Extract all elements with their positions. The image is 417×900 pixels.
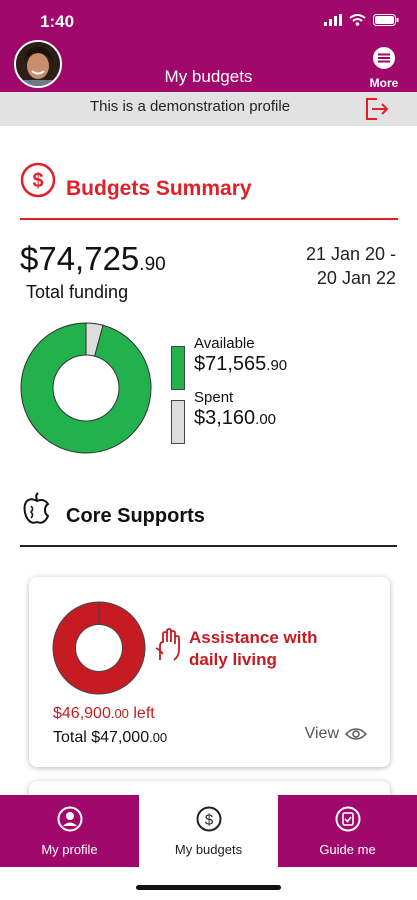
home-indicator-area	[0, 867, 417, 900]
more-label: More	[369, 76, 399, 90]
svg-text:$: $	[204, 812, 213, 829]
apple-icon	[23, 492, 50, 524]
bottom-nav: My profile $ My budgets Guide me	[0, 795, 417, 900]
date-range-end: 20 Jan 22	[316, 268, 396, 288]
dollar-circle-icon: $	[20, 162, 56, 198]
page-title: My budgets	[164, 67, 253, 86]
remaining-amount: $46,900.00 left	[53, 705, 155, 723]
nav-my-budgets-label: My budgets	[174, 842, 243, 857]
demo-banner-text: This is a demonstration profile	[89, 98, 291, 115]
card-total-amount: Total $47,000.00	[53, 729, 167, 747]
battery-icon	[373, 14, 399, 26]
nav-guide-me[interactable]: Guide me	[278, 795, 417, 867]
spent-label: Spent	[194, 389, 234, 406]
card-title-line1: Assistance with	[189, 628, 318, 647]
donut-slice-available	[20, 322, 152, 454]
profile-icon	[57, 806, 82, 832]
exit-icon[interactable]	[363, 96, 389, 122]
nav-guide-me-label: Guide me	[319, 842, 376, 857]
demo-banner: This is a demonstration profile	[0, 92, 417, 126]
card-total-cents: .00	[149, 730, 168, 745]
daily-living-donut-chart	[52, 601, 146, 695]
total-funding-amount: $74,725.90	[20, 240, 166, 278]
available-label: Available	[194, 335, 255, 352]
remaining-suffix: left	[128, 705, 155, 722]
spent-swatch	[171, 400, 185, 444]
available-dollars: $71,565	[194, 353, 267, 375]
view-label: View	[304, 725, 339, 742]
avatar-image	[16, 42, 60, 86]
view-button[interactable]: View	[305, 725, 367, 743]
card-title-line2: daily living	[189, 650, 277, 669]
checklist-icon	[335, 806, 360, 832]
core-supports-header: Core Supports	[20, 492, 397, 547]
eye-icon	[345, 728, 367, 740]
spent-cents: .00	[255, 411, 277, 428]
nav-my-profile[interactable]: My profile	[0, 795, 139, 867]
svg-text:$: $	[32, 170, 43, 192]
available-swatch	[171, 346, 185, 390]
donut-slice-card-left	[52, 601, 146, 695]
card-total-prefix: Total	[53, 729, 92, 746]
available-value: $71,565.90	[194, 353, 287, 376]
menu-icon	[373, 47, 395, 69]
avatar[interactable]	[14, 40, 62, 88]
more-button[interactable]: More	[361, 46, 407, 90]
card-title: Assistance with daily living	[189, 627, 379, 671]
hands-icon	[155, 628, 180, 661]
total-funding-label: Total funding	[26, 282, 129, 302]
app-header: 1:40 My budgets	[0, 0, 417, 92]
wifi-icon	[349, 14, 366, 26]
budget-card-daily-living[interactable]: Assistance with daily living $46,900.00 …	[29, 577, 390, 767]
remaining-dollars: $46,900	[53, 705, 111, 722]
signal-icon	[324, 14, 342, 26]
summary-header: $ Budgets Summary	[20, 162, 398, 220]
date-range-start: 21 Jan 20 -	[305, 244, 396, 264]
spent-dollars: $3,160	[194, 407, 256, 429]
nav-my-budgets[interactable]: $ My budgets	[139, 795, 278, 867]
date-range: 21 Jan 20 - 20 Jan 22	[306, 242, 396, 290]
home-indicator[interactable]	[136, 885, 281, 890]
card-total-dollars: $47,000	[91, 729, 150, 746]
nav-my-profile-label: My profile	[41, 842, 98, 857]
status-icons	[324, 14, 399, 26]
available-cents: .90	[266, 357, 288, 374]
status-time: 1:40	[40, 12, 75, 31]
dollar-icon: $	[196, 806, 221, 832]
core-supports-title: Core Supports	[66, 505, 205, 527]
funding-donut-chart	[20, 322, 152, 454]
spent-value: $3,160.00	[194, 407, 276, 430]
summary-title: Budgets Summary	[66, 177, 252, 200]
total-funding-cents: .90	[139, 254, 166, 275]
remaining-cents: .00	[110, 706, 129, 721]
total-funding-dollars: $74,725	[20, 240, 140, 277]
